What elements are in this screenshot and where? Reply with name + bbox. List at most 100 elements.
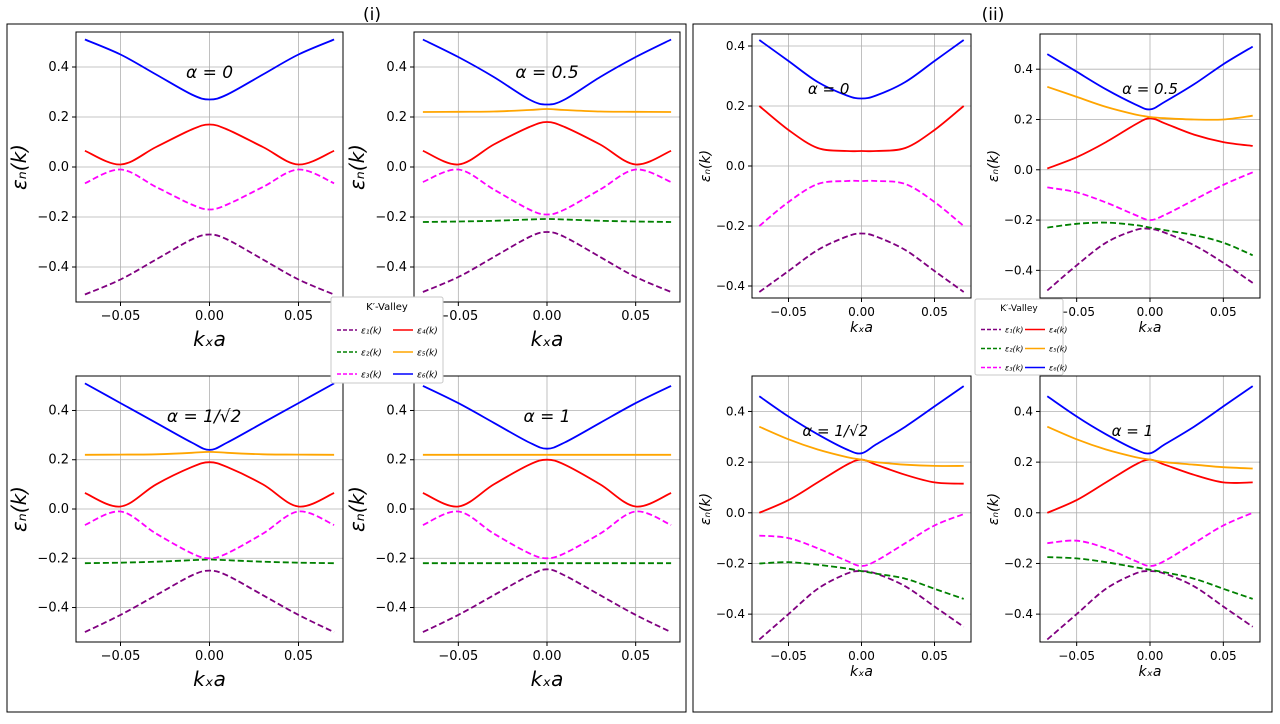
legend-2: K′-Valley ε₁(k) ε₄(k) ε₂(k) ε₅(k) ε₃(k) ε₆(k) [974, 298, 1067, 376]
y-tick-label: 0.0 [48, 160, 69, 175]
series-line-1 [758, 232, 965, 293]
x-axis-label: kₓa [193, 327, 226, 351]
series-line-6 [758, 385, 965, 455]
legend-label: ε₄(k) [417, 326, 438, 336]
series-line-3 [84, 510, 335, 560]
series-line-5 [422, 108, 672, 113]
series-line-5 [1047, 85, 1253, 121]
y-tick-label: 0.4 [48, 60, 69, 75]
legend-label: ε₃(k) [1005, 364, 1023, 373]
y-axis-label: εₙ(k) [7, 144, 31, 190]
y-axis-label: εₙ(k) [698, 150, 714, 182]
series-line-2 [84, 168, 335, 211]
x-tick-label: 0.00 [533, 309, 562, 324]
x-tick-label: 0.05 [921, 305, 948, 319]
legend-label: ε₁(k) [1005, 326, 1023, 335]
series-line-6 [84, 382, 335, 451]
y-tick-label: 0.4 [726, 39, 745, 53]
y-axis-label: εₙ(k) [345, 486, 369, 532]
y-tick-label: −0.4 [37, 601, 69, 616]
panel-title: α = 1 [523, 407, 570, 427]
series-line-3 [1047, 511, 1254, 567]
y-tick-label: −0.4 [1004, 263, 1033, 277]
legend-label: ε₁(k) [361, 326, 382, 336]
y-tick-label: 0.2 [726, 455, 745, 469]
legend-label: ε₂(k) [1005, 345, 1023, 354]
y-tick-label: −0.2 [375, 551, 407, 566]
x-tick-label: 0.00 [848, 305, 875, 319]
y-tick-label: 0.0 [726, 159, 745, 173]
series-line-5 [84, 450, 335, 456]
series-line-4 [422, 121, 672, 166]
y-tick-label: −0.2 [37, 210, 69, 225]
y-axis-label: εₙ(k) [698, 493, 714, 525]
y-tick-label: 0.2 [1014, 112, 1033, 126]
series-line-3 [422, 168, 672, 216]
panel-2: −0.05 0.00 0.05 −0.4 −0.2 0.0 0.2 0.4 kₓa εₙ(k) α … [345, 31, 681, 351]
series-line-5 [1046, 425, 1253, 470]
panel-5: −0.05 0.00 0.05 −0.4 −0.2 0.0 0.2 0.4 kₓa εₙ(k) α … [698, 33, 972, 336]
x-tick-label: −0.05 [101, 649, 141, 664]
x-tick-label: −0.05 [770, 305, 807, 319]
y-tick-label: 0.0 [726, 506, 745, 520]
y-tick-label: 0.2 [726, 99, 745, 113]
y-tick-label: 0.4 [1014, 404, 1033, 418]
y-tick-label: −0.2 [716, 556, 745, 570]
x-tick-label: −0.05 [101, 309, 141, 324]
y-tick-label: 0.0 [1014, 163, 1033, 177]
y-tick-label: 0.4 [386, 403, 407, 418]
y-tick-label: 0.2 [386, 453, 407, 468]
group-frame-ii [692, 23, 1273, 713]
y-tick-label: −0.4 [375, 601, 407, 616]
legend-label: ε₅(k) [1049, 345, 1067, 354]
series-line-4 [1046, 117, 1253, 170]
series-line-2 [1047, 556, 1253, 600]
series-line-1 [422, 231, 672, 293]
panel-title: α = 1 [1112, 422, 1154, 440]
series-line-3 [84, 123, 335, 166]
x-tick-label: −0.05 [1058, 649, 1095, 663]
x-axis-label: kₓa [1139, 664, 1162, 680]
legend-box [330, 296, 444, 384]
x-tick-label: 0.05 [621, 649, 650, 664]
x-tick-label: 0.05 [284, 649, 313, 664]
panel-title: α = 0.5 [515, 63, 578, 83]
panel-8: −0.05 0.00 0.05 −0.4 −0.2 0.0 0.2 0.4 kₓa εₙ(k) α … [986, 375, 1261, 680]
series-line-2 [759, 561, 964, 600]
x-axis-label: kₓa [193, 667, 226, 691]
y-axis-label: εₙ(k) [986, 150, 1002, 182]
y-tick-label: −0.4 [716, 279, 745, 293]
legend-title: K′-Valley [366, 302, 408, 313]
y-tick-label: 0.2 [386, 110, 407, 125]
legend-1: K′-Valley ε₁(k) ε₄(k) ε₂(k) ε₅(k) ε₃(k) ε₆(k) [330, 296, 444, 384]
y-tick-label: 0.2 [48, 453, 69, 468]
y-tick-label: 0.0 [386, 160, 407, 175]
panel-6: −0.05 0.00 0.05 −0.4 −0.2 0.0 0.2 0.4 kₓa εₙ(k) α … [986, 33, 1261, 336]
legend-label: ε₅(k) [417, 348, 438, 358]
y-axis-label: εₙ(k) [986, 493, 1002, 525]
x-tick-label: −0.05 [770, 649, 807, 663]
series-line-4 [84, 38, 335, 101]
group-label-i: (i) [363, 5, 381, 25]
x-tick-label: 0.00 [533, 649, 562, 664]
series-line-1 [84, 569, 335, 633]
panels-layer: −0.05 0.00 0.05 −0.4 −0.2 0.0 0.2 0.4 kₓa εₙ(k) α … [7, 31, 1261, 691]
series-line-1 [84, 233, 335, 296]
y-tick-label: 0.4 [386, 60, 407, 75]
y-tick-label: −0.2 [716, 219, 745, 233]
x-tick-label: 0.05 [284, 309, 313, 324]
panel-title: α = 0 [186, 63, 233, 83]
series-line-6 [422, 385, 672, 450]
legend-label: ε₄(k) [1049, 326, 1067, 335]
y-tick-label: 0.0 [1014, 506, 1033, 520]
y-tick-label: −0.2 [1004, 213, 1033, 227]
x-axis-label: kₓa [531, 327, 564, 351]
series-line-6 [1046, 385, 1254, 455]
x-tick-label: −0.05 [438, 309, 478, 324]
series-line-1 [1046, 227, 1254, 292]
panel-1: −0.05 0.00 0.05 −0.4 −0.2 0.0 0.2 0.4 kₓa εₙ(k) α … [7, 31, 344, 351]
legend-label: ε₂(k) [361, 348, 382, 358]
y-axis-label: εₙ(k) [7, 486, 31, 532]
